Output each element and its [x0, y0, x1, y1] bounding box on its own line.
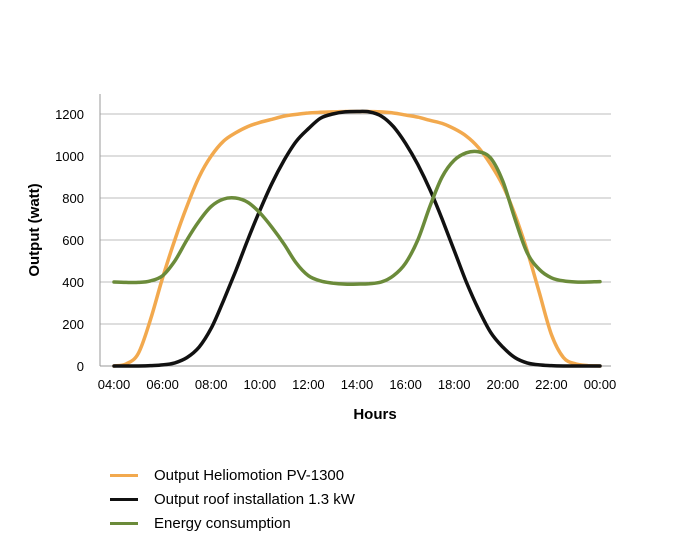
- x-axis-title: Hours: [353, 406, 396, 423]
- chart: 0 200 400 600 800 1000 1200 04:00 06:00 08:00 10:…: [26, 94, 617, 423]
- x-tick-0000: 00:00: [584, 377, 617, 392]
- x-tick-1200: 12:00: [292, 377, 325, 392]
- x-tick-2000: 20:00: [487, 377, 520, 392]
- y-tick-400: 400: [62, 275, 84, 290]
- y-axis-title: Output (watt): [26, 183, 43, 276]
- x-tick-labels: 04:00 06:00 08:00 10:00 12:00 14:00 16:00 18:00…: [98, 377, 617, 392]
- legend-item-roof-installation: Output roof installation 1.3 kW: [110, 487, 355, 511]
- y-tick-1000: 1000: [55, 149, 84, 164]
- y-tick-200: 200: [62, 317, 84, 332]
- gridlines: [100, 113, 611, 367]
- legend-swatch-heliomotion: [110, 473, 138, 477]
- legend: Output Heliomotion PV-1300 Output roof i…: [110, 463, 355, 535]
- legend-item-energy-consumption: Energy consumption: [110, 511, 355, 535]
- series-line-energy-consumption: [112, 149, 602, 286]
- legend-item-heliomotion: Output Heliomotion PV-1300: [110, 463, 355, 487]
- y-tick-0: 0: [77, 359, 84, 374]
- x-tick-0800: 08:00: [195, 377, 228, 392]
- x-tick-0600: 06:00: [146, 377, 179, 392]
- x-tick-1000: 10:00: [244, 377, 277, 392]
- y-tick-800: 800: [62, 191, 84, 206]
- y-tick-1200: 1200: [55, 107, 84, 122]
- legend-swatch-roof-installation: [110, 497, 138, 501]
- x-tick-1400: 14:00: [341, 377, 374, 392]
- series-lines: [112, 109, 602, 368]
- series-line-roof-installation: [112, 109, 602, 368]
- x-tick-2200: 22:00: [535, 377, 568, 392]
- x-tick-1600: 16:00: [389, 377, 422, 392]
- legend-swatch-energy-consumption: [110, 521, 138, 525]
- x-tick-0400: 04:00: [98, 377, 131, 392]
- x-tick-1800: 18:00: [438, 377, 471, 392]
- y-tick-600: 600: [62, 233, 84, 248]
- legend-label-energy-consumption: Energy consumption: [154, 514, 291, 532]
- legend-label-roof-installation: Output roof installation 1.3 kW: [154, 490, 355, 508]
- legend-label-heliomotion: Output Heliomotion PV-1300: [154, 466, 345, 484]
- y-tick-labels: 0 200 400 600 800 1000 1200: [55, 107, 84, 374]
